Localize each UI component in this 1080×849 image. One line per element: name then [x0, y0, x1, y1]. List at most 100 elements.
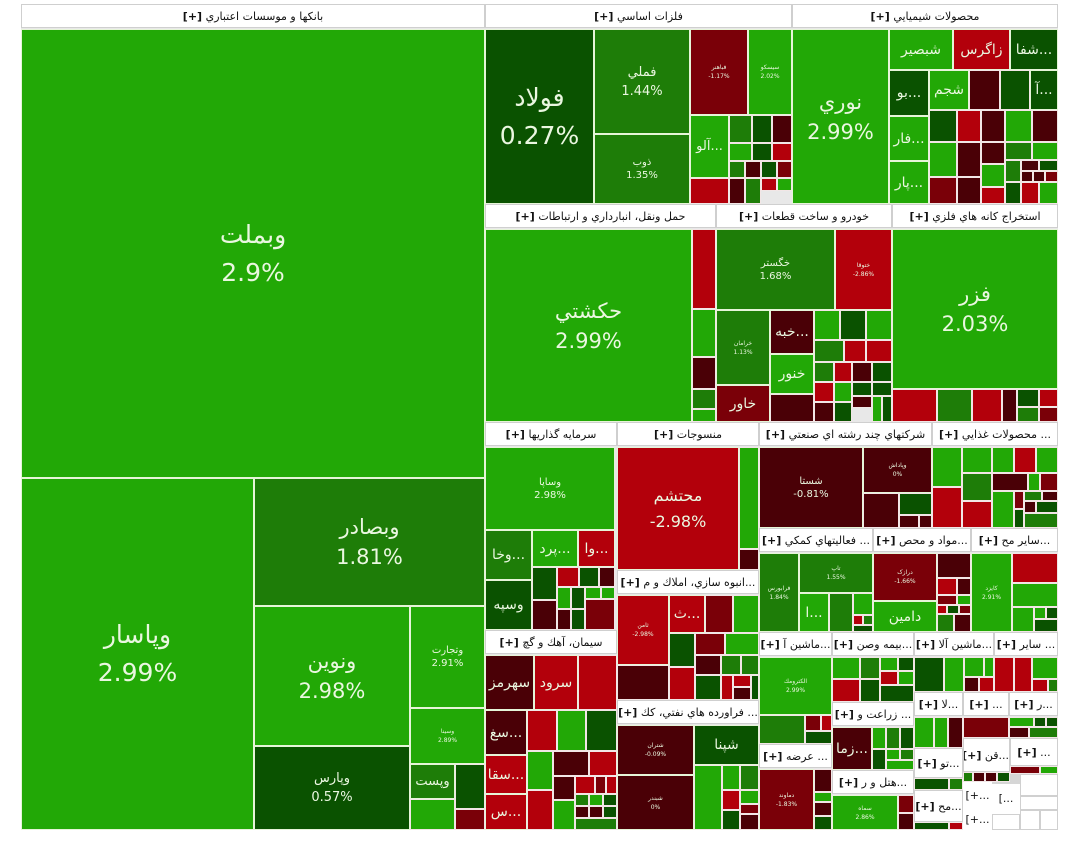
- sector-header[interactable]: ...مح [+]: [914, 790, 963, 822]
- sector-header[interactable]: سرمايه گذاريها [+]: [485, 422, 617, 446]
- sector-header[interactable]: سيمان، آهك و گچ [+]: [485, 630, 617, 654]
- stock-cell[interactable]: ...سغ: [485, 710, 527, 755]
- stock-cell[interactable]: خرامان 1.13%: [716, 310, 770, 385]
- sector-diversified[interactable]: شرکتهاي چند رشته اي صنعتي [+] شستا -0.81%…: [759, 422, 932, 528]
- stock-cell[interactable]: ...آلو: [690, 115, 729, 178]
- sector-small-8[interactable]: ...+]: [963, 782, 992, 810]
- stock-cell[interactable]: حكشتي 2.99%: [485, 229, 692, 422]
- sector-materials[interactable]: ...مواد و محص [+] درازک -1.66% دامين: [873, 528, 971, 632]
- stock-cell[interactable]: شپنا: [694, 725, 759, 765]
- stock-cell[interactable]: ...س: [485, 794, 527, 830]
- sector-investments[interactable]: سرمايه گذاريها [+] وساپا 2.98% ...وخا ...…: [485, 422, 617, 630]
- stock-cell[interactable]: ...وا: [578, 530, 615, 567]
- expand-icon[interactable]: [+]: [505, 428, 525, 441]
- sector-header[interactable]: ...ساير مح [+]: [971, 528, 1058, 552]
- sector-other[interactable]: ... ساير [+]: [994, 632, 1058, 692]
- sector-header[interactable]: ...ماشين آ [+]: [759, 632, 832, 656]
- stock-cell[interactable]: سهرمز: [485, 655, 534, 710]
- stock-cell[interactable]: سماه 2.86%: [832, 795, 898, 830]
- stock-cell[interactable]: خاور: [716, 385, 770, 422]
- expand-icon[interactable]: [+]: [917, 757, 937, 770]
- sector-hotel[interactable]: ...هتل و ر [+] سماه 2.86%: [832, 770, 914, 830]
- sector-small-2[interactable]: ... [+]: [963, 692, 1009, 738]
- stock-cell[interactable]: زاگرس: [953, 29, 1010, 70]
- sector-header[interactable]: ...لا [+]: [914, 692, 963, 716]
- sector-header[interactable]: استخراج کانه هاي فلزي [+]: [892, 204, 1058, 228]
- sector-small-4[interactable]: ...تو [+]: [914, 748, 963, 790]
- stock-cell[interactable]: وسينا 2.89%: [410, 708, 485, 764]
- stock-cell[interactable]: وبصادر 1.81%: [254, 478, 485, 606]
- stock-cell[interactable]: وپارس 0.57%: [254, 746, 410, 830]
- stock-cell[interactable]: فرابورس 1.84%: [759, 553, 799, 632]
- sector-agriculture[interactable]: ... زراعت و [+] ...زما: [832, 702, 914, 770]
- expand-icon[interactable]: [+]: [838, 776, 859, 789]
- expand-icon[interactable]: [+]: [515, 210, 535, 223]
- sector-small-1[interactable]: ...لا [+]: [914, 692, 963, 748]
- stock-cell[interactable]: ...سقا: [485, 755, 527, 794]
- expand-icon[interactable]: [+]: [618, 706, 638, 719]
- stock-cell[interactable]: وتجارت 2.91%: [410, 606, 485, 708]
- expand-icon[interactable]: [+]: [870, 10, 890, 23]
- sector-header[interactable]: ...هتل و ر [+]: [832, 770, 914, 794]
- sector-base-metals[interactable]: فلزات اساسي [+] فولاد 0.27% فملي 1.44% ذوب…: [485, 4, 792, 204]
- expand-icon[interactable]: [+]: [760, 638, 780, 651]
- stock-cell[interactable]: الكترومك 2.99%: [759, 657, 832, 715]
- sector-support-activities[interactable]: ... فعاليتهاي کمکي [+] فرابورس 1.84% تاپ 1…: [759, 528, 873, 632]
- sector-oil-products[interactable]: ... فراورده هاي نفتي، كك [+] شتران -0.09%…: [617, 700, 759, 830]
- stock-cell[interactable]: ختوقا -2.86%: [835, 229, 892, 310]
- stock-cell[interactable]: ...شفا: [1010, 29, 1058, 70]
- stock-cell[interactable]: محتشم -2.98%: [617, 447, 739, 570]
- stock-cell[interactable]: ونوين 2.98%: [254, 606, 410, 746]
- sector-insurance[interactable]: ...بيمه وصن [+]: [832, 632, 914, 702]
- expand-icon[interactable]: [+]: [918, 698, 938, 711]
- stock-cell[interactable]: وپاداش 0%: [863, 447, 932, 493]
- expand-icon[interactable]: [+]: [1014, 698, 1034, 711]
- stock-cell[interactable]: نوري 2.99%: [792, 29, 889, 204]
- stock-cell[interactable]: درازک -1.66%: [873, 553, 937, 601]
- expand-icon[interactable]: [+]: [1017, 746, 1037, 759]
- sector-header[interactable]: فلزات اساسي [+]: [485, 4, 792, 28]
- sector-header[interactable]: ...+]: [963, 782, 992, 810]
- sector-small-3[interactable]: ...ر [+]: [1009, 692, 1058, 738]
- sector-header[interactable]: ...]: [992, 784, 1020, 814]
- expand-icon[interactable]: [+]: [834, 708, 854, 721]
- sector-header[interactable]: ...+]: [963, 810, 992, 830]
- stock-cell[interactable]: ...وخا: [485, 530, 532, 580]
- sector-header[interactable]: محصولات شيميايي [+]: [792, 4, 1058, 28]
- stock-cell[interactable]: شجم: [929, 70, 969, 110]
- sector-header[interactable]: ... ساير [+]: [994, 632, 1058, 656]
- expand-icon[interactable]: [+]: [996, 638, 1017, 651]
- sector-other-products[interactable]: ...ساير مح [+] کايزد 2.91%: [971, 528, 1058, 632]
- sector-header[interactable]: حمل ونقل، انبارداري و ارتباطات [+]: [485, 204, 716, 228]
- expand-icon[interactable]: [+]: [738, 210, 759, 223]
- expand-icon[interactable]: [+]: [978, 534, 999, 547]
- stock-cell[interactable]: ذوب 1.35%: [594, 134, 690, 204]
- stock-cell[interactable]: ...بو: [889, 70, 929, 116]
- sector-textiles[interactable]: منسوجات [+] محتشم -2.98%: [617, 422, 759, 570]
- sector-metal-ores[interactable]: استخراج کانه هاي فلزي [+] فزر 2.03%: [892, 204, 1058, 422]
- sector-cement[interactable]: سيمان، آهك و گچ [+] سهرمز سرود ...سغ ...…: [485, 630, 617, 830]
- expand-icon[interactable]: [+]: [915, 638, 936, 651]
- stock-cell[interactable]: فزر 2.03%: [892, 229, 1058, 389]
- sector-header[interactable]: بانکها و موسسات اعتباري [+]: [21, 4, 485, 28]
- sector-header[interactable]: ...ماشين آلا [+]: [914, 632, 994, 656]
- sector-header[interactable]: ...تو [+]: [914, 748, 963, 778]
- stock-cell[interactable]: ...خبه: [770, 310, 814, 354]
- stock-cell[interactable]: ...ث: [669, 595, 705, 633]
- stock-cell[interactable]: ...پرد: [532, 530, 578, 567]
- sector-banks[interactable]: بانکها و موسسات اعتباري [+] وبملت 2.9% وپ…: [21, 4, 485, 830]
- expand-icon[interactable]: [+]: [969, 698, 989, 711]
- expand-icon[interactable]: [+]: [763, 750, 783, 763]
- stock-cell[interactable]: دماوند -1.83%: [759, 769, 814, 830]
- stock-cell[interactable]: سيسكو 2.02%: [748, 29, 792, 115]
- expand-icon[interactable]: [+]: [765, 428, 786, 441]
- sector-header[interactable]: ... فراورده هاي نفتي، كك [+]: [617, 700, 759, 724]
- sector-header[interactable]: ... [+]: [963, 692, 1009, 716]
- stock-cell[interactable]: ...پار: [889, 161, 929, 204]
- sector-small-9[interactable]: ...+]: [963, 810, 992, 830]
- sector-header[interactable]: ...مواد و محص [+]: [873, 528, 971, 552]
- expand-icon[interactable]: [+]: [909, 210, 929, 223]
- stock-cell[interactable]: ...فار: [889, 116, 929, 161]
- sector-auto[interactable]: خودرو و ساخت قطعات [+] خگستر 1.68% ختوقا -…: [716, 204, 892, 422]
- stock-cell[interactable]: سرود: [534, 655, 578, 710]
